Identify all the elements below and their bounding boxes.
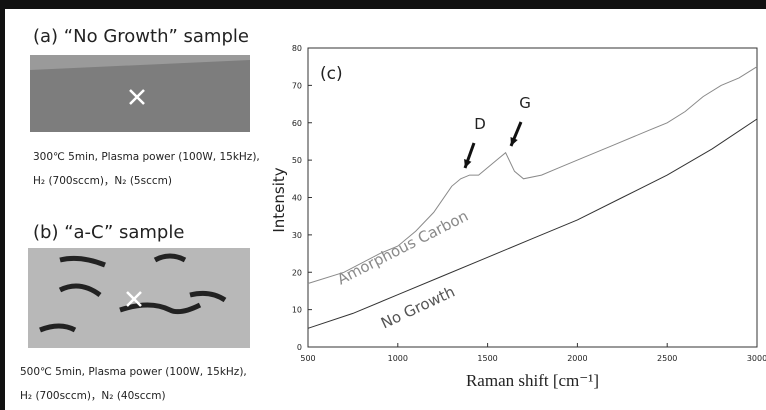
plot-frame [307, 47, 758, 348]
x-tick-label: 2000 [567, 354, 587, 363]
y-axis-label: Intensity [270, 167, 288, 232]
caption: H₂ (700sccm)，N₂ (40sccm) [20, 390, 166, 402]
frame-left [0, 0, 5, 410]
series-label: Amorphous Carbon [334, 207, 471, 289]
arrow-head [510, 137, 518, 146]
y-tick-label: 0 [297, 343, 302, 352]
x-tick-label: 2500 [657, 354, 677, 363]
x-tick-label: 500 [300, 354, 315, 363]
peak-label: G [519, 94, 531, 112]
panel-title: (a) “No Growth” sample [33, 26, 249, 47]
caption: 300℃ 5min, Plasma power (100W, 15kHz), [33, 151, 260, 163]
y-tick-label: 10 [292, 306, 302, 315]
x-tick-label: 1500 [477, 354, 497, 363]
handwriting [39, 253, 227, 333]
arrow-head [464, 159, 472, 168]
x-axis-label: Raman shift [cm⁻¹] [466, 371, 599, 390]
spectrum-line [307, 118, 758, 329]
spectrum-line [307, 66, 758, 284]
y-tick-label: 70 [292, 81, 302, 90]
y-tick-label: 40 [292, 194, 302, 203]
chart: 0 10 20 30 40 50 60 70 80 500 1000 1500 2000 2500 3000… [270, 44, 766, 390]
panel-label: (c) [320, 64, 343, 84]
x-tick-label: 3000 [747, 354, 766, 363]
photo [28, 248, 250, 348]
panel-title: (b) “a-C” sample [33, 222, 184, 243]
y-tick-label: 60 [292, 119, 302, 128]
frame-top [0, 0, 766, 9]
y-tick-label: 30 [292, 231, 302, 240]
foil [30, 60, 250, 132]
series-label: No Growth [378, 283, 458, 333]
mark-x [126, 291, 142, 307]
mark-x [129, 89, 145, 105]
caption: H₂ (700sccm)，N₂ (5sccm) [33, 175, 172, 187]
caption: 500℃ 5min, Plasma power (100W, 15kHz), [20, 366, 247, 378]
peak-label: D [474, 115, 486, 133]
x-tick-label: 1000 [388, 354, 408, 363]
y-tick-label: 20 [292, 268, 302, 277]
y-tick-label: 80 [292, 44, 302, 53]
y-tick-label: 50 [292, 156, 302, 165]
